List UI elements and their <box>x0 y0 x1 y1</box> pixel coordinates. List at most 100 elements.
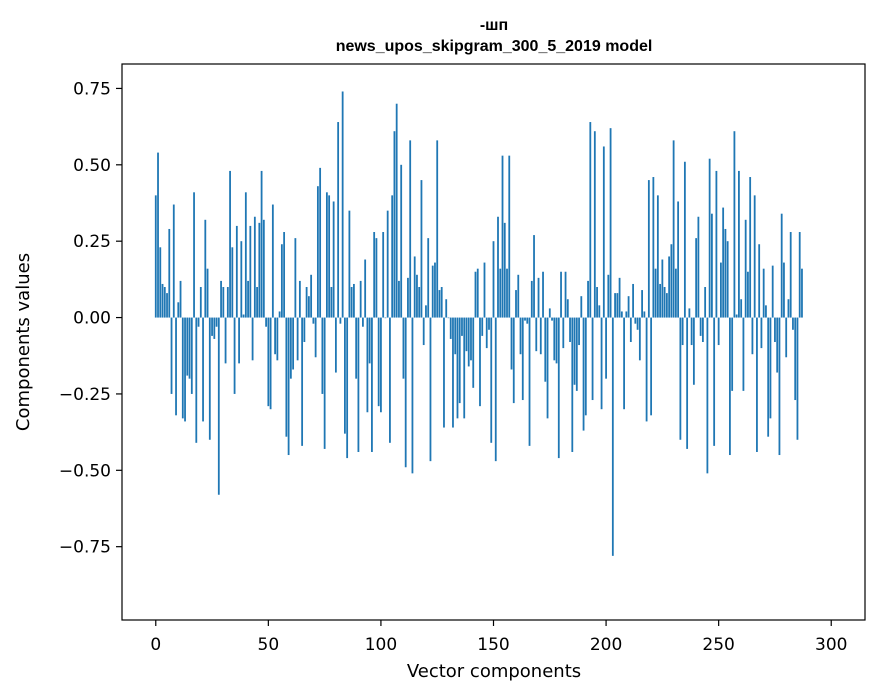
bar-193 <box>589 122 592 318</box>
bar-262 <box>744 219 747 318</box>
bar-55 <box>278 311 281 318</box>
bar-107 <box>395 103 398 318</box>
bar-40 <box>244 192 247 318</box>
y-axis-label: Components values <box>13 253 34 431</box>
bar-106 <box>393 131 396 318</box>
bar-73 <box>319 167 322 318</box>
plot-area-frame <box>121 63 866 621</box>
bar-197 <box>598 305 601 318</box>
bar-140 <box>470 317 472 361</box>
bar-123 <box>431 265 434 318</box>
bar-157 <box>508 155 511 318</box>
bar-270 <box>762 268 765 318</box>
bar-18 <box>195 317 198 443</box>
bar-56 <box>280 244 283 318</box>
bar-146 <box>483 262 486 318</box>
bar-115 <box>413 256 416 318</box>
bar-170 <box>537 277 540 318</box>
bar-244 <box>704 287 707 318</box>
bar-155 <box>503 222 506 318</box>
bar-234 <box>681 317 684 346</box>
bar-32 <box>226 287 229 318</box>
bar-274 <box>771 265 774 318</box>
bar-207 <box>620 311 623 318</box>
y-tick-label: −0.50 <box>59 461 111 481</box>
bar-279 <box>783 262 785 318</box>
bar-137 <box>463 317 466 419</box>
bar-126 <box>438 290 441 318</box>
bar-46 <box>258 222 261 318</box>
bar-179 <box>557 317 560 459</box>
bar-200 <box>605 317 607 379</box>
bar-0 <box>154 195 157 318</box>
bar-176 <box>551 317 553 321</box>
bar-113 <box>409 140 412 318</box>
x-tick-label: 300 <box>815 635 847 655</box>
bar-278 <box>780 213 783 318</box>
bar-47 <box>260 170 263 318</box>
bar-239 <box>692 317 695 385</box>
bar-152 <box>497 216 499 318</box>
bar-158 <box>510 317 513 370</box>
bar-98 <box>375 238 378 318</box>
bar-90 <box>357 317 360 452</box>
bar-220 <box>650 317 653 416</box>
bar-147 <box>485 317 488 349</box>
bar-269 <box>760 317 763 349</box>
bar-74 <box>321 317 324 394</box>
bar-6 <box>168 228 171 318</box>
bar-79 <box>332 201 335 318</box>
bar-283 <box>792 317 794 330</box>
bar-94 <box>366 317 369 413</box>
bar-132 <box>452 317 454 428</box>
bar-50 <box>267 317 270 407</box>
bar-71 <box>314 317 317 358</box>
bar-41 <box>247 280 249 318</box>
bar-62 <box>294 238 297 318</box>
bar-235 <box>683 161 686 318</box>
bar-266 <box>753 195 756 318</box>
bar-84 <box>344 317 346 434</box>
bar-77 <box>328 195 331 318</box>
bar-182 <box>564 271 567 318</box>
bar-165 <box>526 317 529 324</box>
bar-28 <box>217 317 220 495</box>
bar-15 <box>188 317 191 379</box>
bar-252 <box>722 207 725 318</box>
bar-281 <box>787 299 790 318</box>
bar-215 <box>638 317 641 361</box>
bar-247 <box>711 213 713 318</box>
bar-76 <box>325 192 328 318</box>
bar-203 <box>611 317 614 556</box>
bar-236 <box>686 317 689 449</box>
bar-245 <box>706 317 709 474</box>
bar-153 <box>499 268 502 318</box>
bar-205 <box>616 293 619 318</box>
bar-111 <box>404 317 407 468</box>
bar-263 <box>747 271 749 318</box>
bar-97 <box>373 232 376 318</box>
bar-29 <box>220 280 222 318</box>
bar-122 <box>429 317 432 462</box>
bar-268 <box>758 244 761 318</box>
bar-33 <box>229 170 231 318</box>
bar-161 <box>517 274 520 318</box>
bar-141 <box>472 317 475 388</box>
bar-287 <box>801 268 803 318</box>
bar-138 <box>465 317 468 352</box>
bar-159 <box>512 317 515 404</box>
y-tick-label: −0.25 <box>59 385 111 405</box>
bar-277 <box>778 317 781 456</box>
bar-133 <box>454 317 457 355</box>
bar-53 <box>274 317 276 355</box>
bar-72 <box>316 186 319 318</box>
bar-103 <box>386 210 389 318</box>
bar-172 <box>542 271 544 318</box>
bar-194 <box>591 317 594 401</box>
bar-265 <box>751 317 754 355</box>
bar-69 <box>310 274 313 318</box>
bar-31 <box>224 317 227 364</box>
bar-282 <box>789 232 792 318</box>
x-axis-label: Vector components <box>407 661 581 682</box>
bar-254 <box>726 241 729 318</box>
